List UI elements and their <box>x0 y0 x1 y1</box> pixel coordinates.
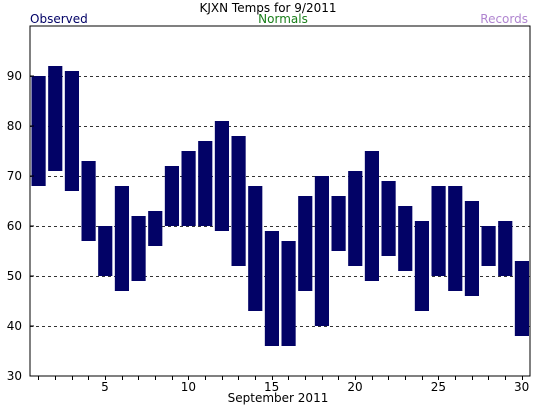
x-tick-label: 25 <box>431 380 446 394</box>
temperature-bar <box>281 241 296 346</box>
temperature-bar <box>331 196 346 251</box>
temperature-bar <box>414 221 429 311</box>
y-tick-label: 40 <box>7 319 22 333</box>
y-tick-label: 50 <box>7 269 22 283</box>
temperature-bar <box>431 186 446 276</box>
temperature-bar <box>448 186 463 291</box>
legend-normals: Normals <box>258 12 308 26</box>
temperature-bar <box>298 196 313 291</box>
temperature-bar <box>181 151 196 226</box>
temperature-bar <box>514 261 529 336</box>
x-tick-label: 10 <box>181 380 196 394</box>
temperature-bar <box>231 136 246 266</box>
legend-observed: Observed <box>30 12 88 26</box>
plot-frame <box>29 25 531 377</box>
x-tick-label: 30 <box>514 380 529 394</box>
temperature-bar <box>348 171 363 266</box>
observed-bars <box>31 66 529 346</box>
temperature-bar <box>148 211 163 246</box>
y-tick-label: 70 <box>7 169 22 183</box>
temperature-bar <box>481 226 496 266</box>
temperature-bar <box>248 186 263 311</box>
temperature-bar <box>64 71 79 191</box>
x-tick-label: 5 <box>101 380 109 394</box>
temperature-bar <box>364 151 379 281</box>
y-tick-label: 90 <box>7 69 22 83</box>
x-tick-label: 15 <box>264 380 279 394</box>
y-tick-label: 30 <box>7 369 22 383</box>
y-axis: 30 40 50 60 70 80 90 <box>7 69 34 383</box>
x-axis: 5 10 15 20 25 30 <box>38 376 529 394</box>
y-tick-label: 80 <box>7 119 22 133</box>
temperature-bar <box>464 201 479 296</box>
y-tick-label: 60 <box>7 219 22 233</box>
temperature-bar <box>314 176 329 326</box>
temperature-bar <box>381 181 396 256</box>
temperature-bar <box>131 216 146 281</box>
temperature-bar <box>164 166 179 226</box>
temperature-bar <box>498 221 513 276</box>
temperature-bar <box>81 161 96 241</box>
x-axis-label: September 2011 <box>228 391 329 405</box>
temperature-bar <box>98 226 113 276</box>
temperature-bar <box>214 121 229 231</box>
temperature-bar <box>264 231 279 346</box>
legend-records: Records <box>480 12 528 26</box>
temperature-bar <box>31 76 46 186</box>
temperature-bar <box>198 141 213 226</box>
x-tick-label: 20 <box>347 380 362 394</box>
temperature-bar <box>398 206 413 271</box>
chart-title: KJXN Temps for 9/2011 <box>200 1 337 15</box>
temperature-bar <box>48 66 63 171</box>
temperature-bar <box>114 186 129 291</box>
grid-lines <box>30 76 530 327</box>
